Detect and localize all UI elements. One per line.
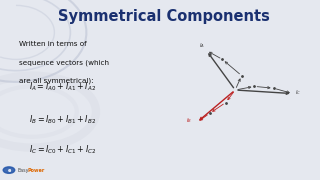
Text: are all symmetrical):: are all symmetrical):	[19, 77, 94, 84]
Text: $I_C$: $I_C$	[295, 88, 302, 96]
Text: $I_B$: $I_B$	[186, 116, 192, 125]
Text: $I_A = I_{A0} + I_{A1} + I_{A2}$: $I_A = I_{A0} + I_{A1} + I_{A2}$	[29, 81, 96, 93]
Text: Power: Power	[28, 168, 45, 173]
Text: e: e	[7, 168, 11, 173]
Text: Easy: Easy	[18, 168, 29, 173]
Text: sequence vectors (which: sequence vectors (which	[19, 59, 109, 66]
Circle shape	[3, 167, 15, 173]
Text: $I_B = I_{B0} + I_{B1} + I_{B2}$: $I_B = I_{B0} + I_{B1} + I_{B2}$	[29, 113, 96, 126]
Text: Written in terms of: Written in terms of	[19, 41, 87, 47]
Text: $I_A$: $I_A$	[199, 41, 204, 50]
Text: $I_C = I_{C0} + I_{C1} + I_{C2}$: $I_C = I_{C0} + I_{C1} + I_{C2}$	[29, 144, 96, 156]
Text: Symmetrical Components: Symmetrical Components	[58, 9, 269, 24]
